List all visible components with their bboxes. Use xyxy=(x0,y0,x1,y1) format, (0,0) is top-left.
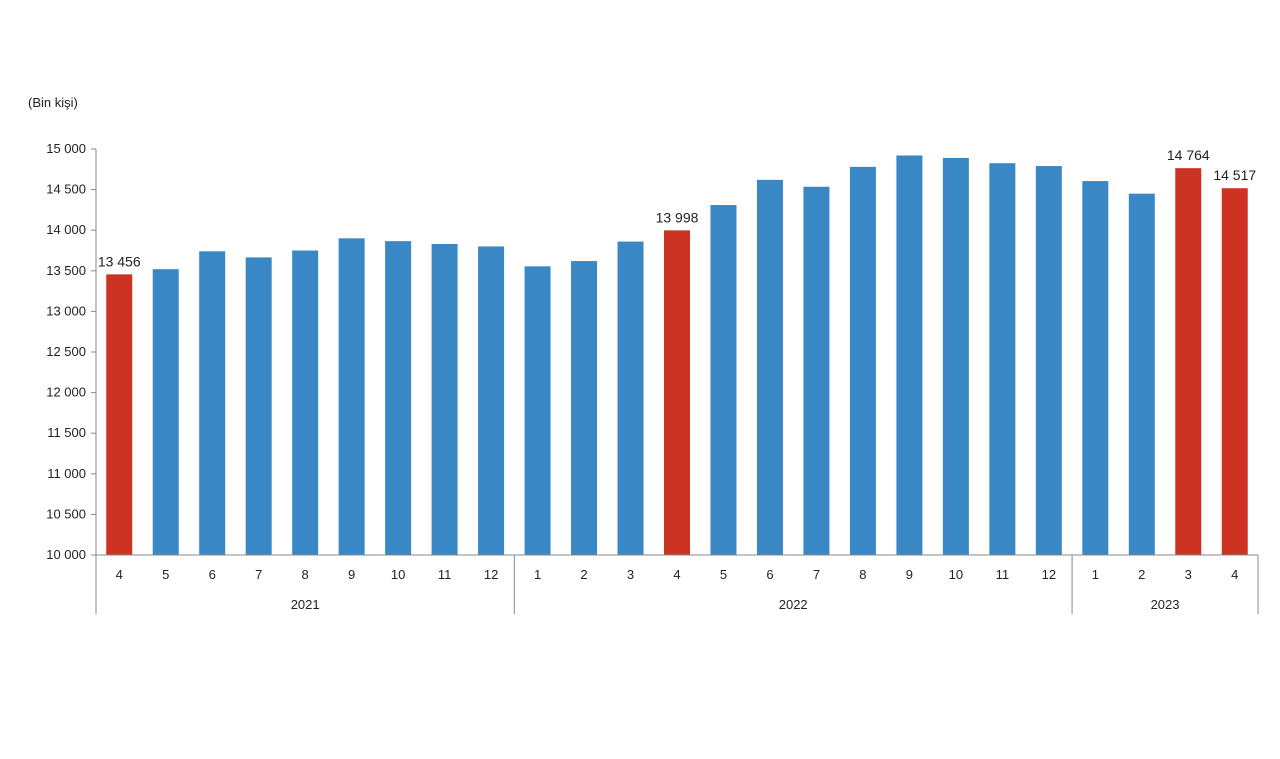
bar xyxy=(1035,166,1062,555)
y-tick-label: 13 000 xyxy=(46,303,86,318)
bar-highlighted xyxy=(1221,188,1248,555)
x-tick-label: 4 xyxy=(116,567,123,582)
x-tick-label: 10 xyxy=(949,567,963,582)
bar xyxy=(152,269,179,555)
bar-highlighted xyxy=(106,274,133,555)
data-label: 13 998 xyxy=(656,209,699,225)
x-tick-label: 11 xyxy=(996,567,1010,582)
bar xyxy=(478,246,505,555)
y-axis: 10 000 10 500 11 000 11 500 12 000 12 500 13 0… xyxy=(46,141,97,562)
x-tick-label: 7 xyxy=(255,567,262,582)
bar xyxy=(989,163,1016,555)
bar xyxy=(524,266,551,555)
x-tick-label: 12 xyxy=(1042,567,1056,582)
year-label: 2023 xyxy=(1151,597,1180,612)
bar-highlighted xyxy=(1175,168,1202,555)
y-tick-label: 10 000 xyxy=(46,547,86,562)
data-label: 14 517 xyxy=(1213,167,1256,183)
bar xyxy=(896,155,923,555)
x-tick-label: 11 xyxy=(438,567,452,582)
x-tick-label: 4 xyxy=(673,567,680,582)
bar xyxy=(571,261,598,555)
bar xyxy=(756,179,783,555)
x-tick-label: 8 xyxy=(859,567,866,582)
x-tick-label: 12 xyxy=(484,567,498,582)
bar xyxy=(292,250,319,555)
y-tick-label: 11 500 xyxy=(47,425,86,440)
x-tick-label: 9 xyxy=(348,567,355,582)
bar xyxy=(431,244,458,555)
bar xyxy=(942,157,969,555)
x-tick-label: 8 xyxy=(302,567,309,582)
y-tick-label: 12 000 xyxy=(46,385,86,400)
x-tick-label: 4 xyxy=(1231,567,1238,582)
y-tick-label: 10 500 xyxy=(46,506,86,521)
year-label: 2021 xyxy=(291,597,320,612)
y-tick-label: 15 000 xyxy=(46,141,86,156)
bar xyxy=(1128,193,1155,555)
x-tick-label: 6 xyxy=(766,567,773,582)
y-tick-label: 14 000 xyxy=(46,222,86,237)
bar xyxy=(385,241,412,556)
x-tick-label: 9 xyxy=(906,567,913,582)
bar xyxy=(245,257,272,555)
x-tick-label: 6 xyxy=(209,567,216,582)
y-tick-label: 11 000 xyxy=(47,466,86,481)
bar xyxy=(199,251,226,555)
bar xyxy=(338,238,365,555)
bar xyxy=(849,166,876,555)
x-tick-label: 5 xyxy=(720,567,727,582)
x-tick-label: 3 xyxy=(1185,567,1192,582)
x-tick-label: 3 xyxy=(627,567,634,582)
x-tick-label: 10 xyxy=(391,567,405,582)
data-label: 13 456 xyxy=(98,253,141,269)
y-tick-label: 12 500 xyxy=(46,344,86,359)
bar xyxy=(803,186,830,555)
x-tick-label: 1 xyxy=(534,567,541,582)
x-tick-label: 2 xyxy=(580,567,587,582)
bar-highlighted xyxy=(664,230,690,555)
bar xyxy=(617,241,644,555)
y-tick-label: 13 500 xyxy=(46,263,86,278)
y-tick-label: 14 500 xyxy=(46,182,86,197)
year-label: 2022 xyxy=(779,597,808,612)
x-tick-label: 7 xyxy=(813,567,820,582)
x-tick-label: 1 xyxy=(1092,567,1099,582)
bar xyxy=(710,205,737,555)
x-tick-label: 2 xyxy=(1138,567,1145,582)
bar xyxy=(1082,181,1109,555)
data-label: 14 764 xyxy=(1167,147,1210,163)
unit-label: (Bin kişi) xyxy=(28,95,78,110)
bars xyxy=(106,155,1248,556)
x-tick-label: 5 xyxy=(162,567,169,582)
